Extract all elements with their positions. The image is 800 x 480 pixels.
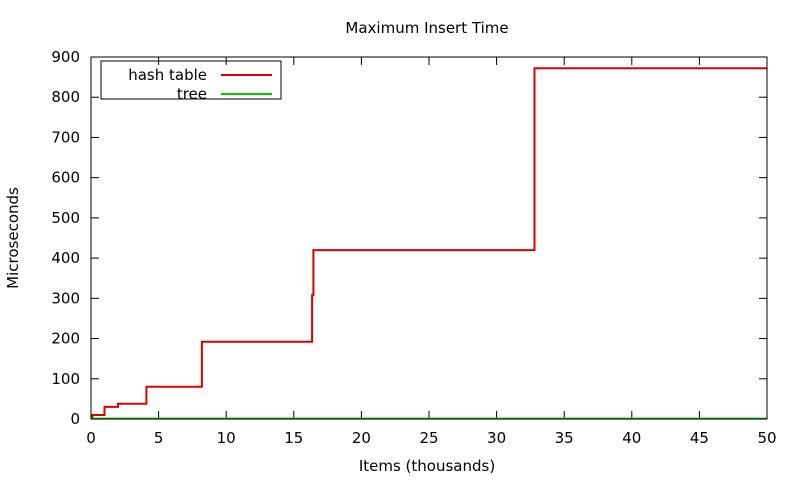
legend-box xyxy=(100,60,282,100)
x-tick-label: 15 xyxy=(284,429,303,447)
chart-title: Maximum Insert Time xyxy=(345,19,508,37)
x-tick-label: 5 xyxy=(154,429,164,447)
y-tick-label: 100 xyxy=(51,370,80,388)
plot-frame xyxy=(90,56,768,420)
y-axis-ticks: 0 100 200 300 400 500 600 700 800 900 xyxy=(51,48,767,428)
y-tick-label: 700 xyxy=(51,128,80,146)
series-line-hash-table xyxy=(91,67,767,419)
x-tick-label: 0 xyxy=(86,429,96,447)
y-tick-label: 400 xyxy=(51,249,80,267)
y-tick-label: 500 xyxy=(51,209,80,227)
x-tick-label: 35 xyxy=(555,429,574,447)
x-tick-label: 30 xyxy=(487,429,506,447)
x-tick-label: 45 xyxy=(690,429,709,447)
legend-label: tree xyxy=(177,85,207,103)
y-tick-label: 300 xyxy=(51,289,80,307)
x-tick-label: 25 xyxy=(419,429,438,447)
y-tick-label: 900 xyxy=(51,48,80,66)
y-tick-label: 600 xyxy=(51,169,80,187)
x-axis-ticks: 0 5 10 15 20 25 30 35 40 45 50 xyxy=(86,57,777,447)
y-axis-label: Microseconds xyxy=(4,187,22,289)
y-tick-label: 800 xyxy=(51,88,80,106)
y-tick-label: 200 xyxy=(51,330,80,348)
x-axis-label: Items (thousands) xyxy=(359,457,495,475)
plot-series xyxy=(91,67,767,420)
y-tick-label: 0 xyxy=(70,410,80,428)
x-tick-label: 10 xyxy=(217,429,236,447)
x-tick-label: 40 xyxy=(622,429,641,447)
legend-label: hash table xyxy=(128,66,207,84)
x-tick-label: 50 xyxy=(757,429,776,447)
x-tick-label: 20 xyxy=(352,429,371,447)
